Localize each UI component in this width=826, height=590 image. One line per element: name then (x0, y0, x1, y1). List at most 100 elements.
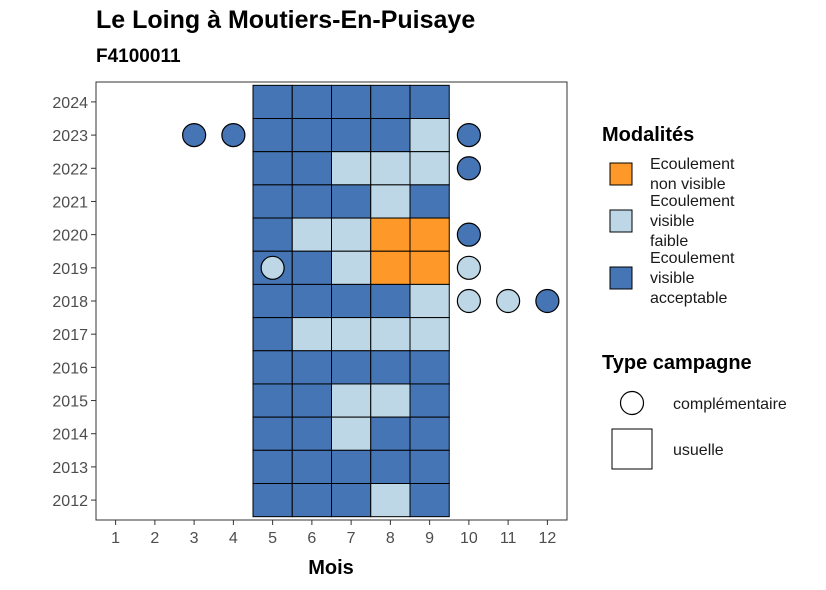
x-tick-label: 7 (347, 530, 356, 547)
x-tick-label: 6 (307, 530, 316, 547)
cell-2021-8 (370, 184, 411, 219)
y-tick-label: 2016 (52, 360, 88, 377)
cell-2022-9 (409, 151, 450, 186)
cell-2013-5 (252, 449, 293, 484)
cell-2014-5 (252, 416, 293, 451)
chart-title: Le Loing à Moutiers-En-Puisaye (96, 6, 476, 34)
chart-subtitle: F4100011 (96, 46, 181, 67)
cell-2018-8 (370, 283, 411, 319)
cell-2016-5 (252, 350, 293, 385)
legend-label-faible: visible (650, 213, 695, 230)
x-tick-label: 2 (150, 530, 159, 547)
cell-2015-6 (291, 383, 332, 418)
legend-title-type-campagne: Type campagne (602, 352, 752, 374)
y-tick-label: 2013 (52, 460, 88, 477)
legend-label-circle: complémentaire (673, 396, 787, 413)
cell-2013-8 (370, 449, 411, 484)
x-axis: 1 2 3 4 5 6 7 8 9 10 11 12 (111, 520, 556, 547)
cell-2024-7 (331, 84, 372, 120)
legend-shape-circle (619, 390, 645, 416)
cell-2017-8 (370, 317, 411, 352)
cell-2017-9 (409, 317, 450, 352)
cell-2015-8 (370, 383, 411, 418)
point-2023-10 (456, 122, 481, 148)
cell-2018-9 (409, 283, 450, 319)
legend-label-acceptable: visible (650, 270, 695, 287)
x-tick-label: 9 (425, 530, 434, 547)
point-2018-10 (456, 288, 481, 314)
cell-2023-7 (331, 118, 372, 153)
cell-2020-8 (370, 217, 411, 252)
legend-title-modalites: Modalités (602, 124, 694, 146)
point-2023-3 (182, 122, 207, 148)
cell-2014-7 (331, 416, 372, 451)
cell-2016-7 (331, 350, 372, 385)
cell-2017-7 (331, 317, 372, 352)
cell-2015-9 (409, 383, 450, 418)
legend-label-faible: faible (650, 233, 688, 250)
point-2022-10 (456, 156, 481, 181)
cell-2014-8 (370, 416, 411, 451)
x-tick-label: 8 (386, 530, 395, 547)
legend-label-acceptable: acceptable (650, 290, 727, 307)
cell-2012-8 (370, 483, 411, 518)
cell-2019-6 (291, 250, 332, 285)
cell-2014-6 (291, 416, 332, 451)
cell-2023-5 (252, 118, 293, 153)
cell-2013-7 (331, 449, 372, 484)
y-tick-label: 2019 (52, 261, 88, 278)
cell-2023-6 (291, 118, 332, 153)
y-tick-label: 2018 (52, 294, 88, 311)
legend-label-faible: Ecoulement (650, 193, 735, 210)
point-2018-12 (535, 288, 560, 314)
cell-2023-9 (409, 118, 450, 153)
cell-2021-5 (252, 184, 293, 219)
x-tick-label: 4 (229, 530, 238, 547)
x-tick-label: 5 (268, 530, 277, 547)
legend-label-square: usuelle (673, 442, 724, 459)
cell-2020-6 (291, 217, 332, 252)
cell-2024-8 (370, 84, 411, 120)
legend-label-non_visible: Ecoulement (650, 156, 735, 173)
cell-2012-5 (252, 483, 293, 518)
cell-2021-9 (409, 184, 450, 219)
y-tick-label: 2021 (52, 194, 88, 211)
cell-2019-8 (370, 250, 411, 285)
cell-2017-5 (252, 317, 293, 352)
legend-key-acceptable (609, 266, 633, 290)
y-tick-label: 2012 (52, 493, 88, 510)
cell-2020-5 (252, 217, 293, 252)
point-2018-11 (496, 288, 521, 314)
cell-2017-6 (291, 317, 332, 352)
cell-2022-8 (370, 151, 411, 186)
cell-2020-7 (331, 217, 372, 252)
y-tick-label: 2024 (52, 95, 88, 112)
point-2019-5 (260, 255, 285, 280)
legend-label-acceptable: Ecoulement (650, 250, 735, 267)
cell-2018-6 (291, 283, 332, 319)
y-tick-label: 2023 (52, 128, 88, 145)
x-tick-label: 1 (111, 530, 120, 547)
cell-2015-7 (331, 383, 372, 418)
legend-key-faible (609, 209, 633, 233)
point-2019-10 (456, 255, 481, 280)
legend-key-non_visible (609, 162, 633, 186)
cell-2023-8 (370, 118, 411, 153)
cell-2012-6 (291, 483, 332, 518)
cell-2019-7 (331, 250, 372, 285)
cell-2013-9 (409, 449, 450, 484)
x-tick-label: 3 (190, 530, 199, 547)
x-tick-label: 11 (500, 530, 517, 547)
y-tick-label: 2014 (52, 427, 88, 444)
chart-marks (182, 84, 560, 518)
cell-2012-7 (331, 483, 372, 518)
cell-2015-5 (252, 383, 293, 418)
point-2020-10 (456, 222, 481, 247)
cell-2016-9 (409, 350, 450, 385)
legend-shape-square (611, 428, 653, 470)
cell-2013-6 (291, 449, 332, 484)
cell-2018-7 (331, 283, 372, 319)
point-2023-4 (221, 122, 246, 148)
cell-2016-8 (370, 350, 411, 385)
